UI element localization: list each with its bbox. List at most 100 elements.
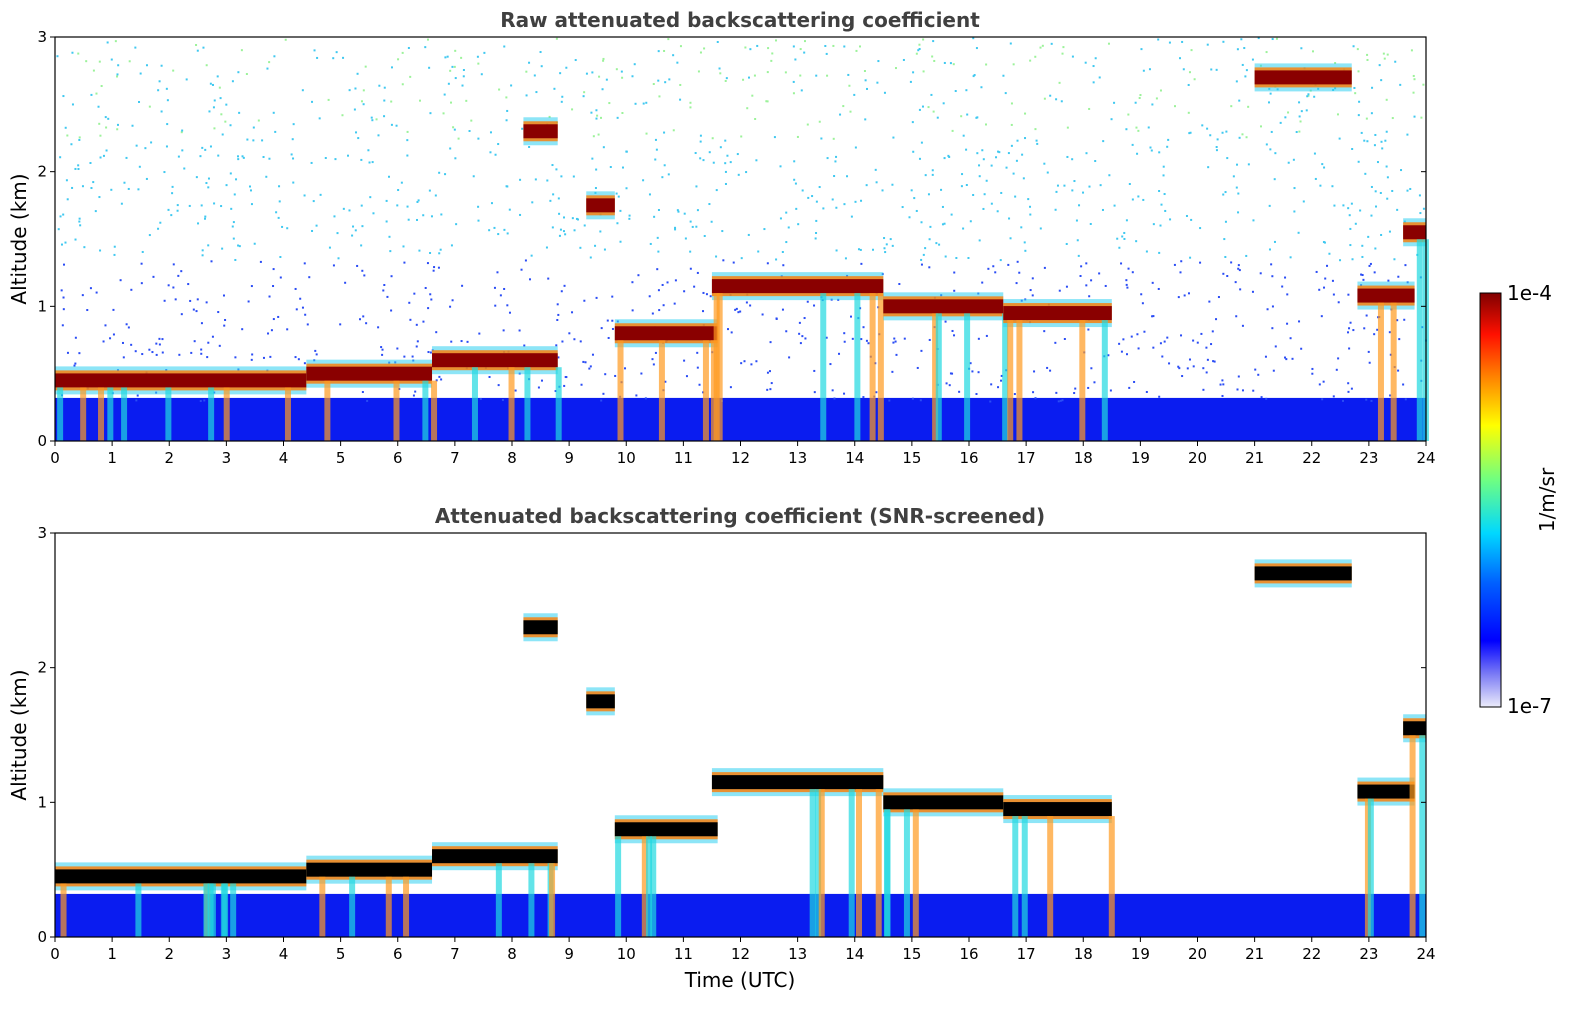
noise-pixel [508, 311, 511, 314]
noise-pixel [1168, 41, 1171, 44]
noise-pixel [1238, 99, 1241, 102]
noise-pixel [66, 198, 69, 201]
noise-pixel [829, 363, 832, 366]
noise-pixel [1187, 83, 1190, 86]
noise-pixel [505, 185, 508, 188]
noise-pixel [1348, 214, 1351, 217]
noise-pixel [1032, 391, 1035, 394]
noise-pixel [835, 155, 838, 158]
noise-pixel [189, 299, 192, 302]
noise-pixel [1151, 281, 1154, 284]
noise-pixel [1088, 185, 1091, 188]
noise-pixel [771, 52, 774, 55]
noise-pixel [267, 332, 270, 335]
noise-pixel [1235, 186, 1238, 189]
noise-pixel [259, 260, 262, 263]
noise-pixel [188, 204, 191, 207]
noise-pixel [648, 295, 651, 298]
noise-pixel [1104, 284, 1107, 287]
noise-pixel [438, 252, 441, 255]
noise-pixel [824, 44, 827, 47]
noise-pixel [64, 126, 67, 129]
noise-pixel [556, 303, 559, 306]
noise-pixel [657, 50, 660, 53]
fall-streak [650, 836, 657, 937]
noise-pixel [775, 317, 778, 320]
noise-pixel [292, 157, 295, 160]
noise-pixel [1013, 393, 1016, 396]
noise-pixel [104, 116, 107, 119]
noise-pixel [1386, 176, 1389, 179]
noise-pixel [200, 322, 203, 325]
noise-pixel [608, 102, 611, 105]
noise-pixel [1365, 117, 1368, 120]
noise-pixel [150, 141, 153, 144]
noise-pixel [1351, 147, 1354, 150]
noise-pixel [303, 262, 306, 265]
noise-pixel [62, 308, 65, 311]
noise-pixel [438, 375, 441, 378]
noise-pixel [1312, 50, 1315, 53]
noise-pixel [724, 182, 727, 185]
noise-pixel [657, 250, 660, 253]
noise-pixel [676, 61, 679, 64]
noise-pixel [372, 212, 375, 215]
noise-pixel [201, 249, 204, 252]
noise-pixel [190, 351, 193, 354]
noise-pixel [807, 196, 810, 199]
noise-pixel [127, 326, 130, 329]
fall-streak [1012, 816, 1019, 937]
noise-pixel [560, 290, 563, 293]
x-tick-label: 23 [1359, 945, 1378, 963]
noise-pixel [1265, 397, 1268, 400]
noise-pixel [236, 155, 239, 158]
noise-pixel [172, 286, 175, 289]
x-tick-label: 21 [1245, 945, 1264, 963]
noise-pixel [985, 123, 988, 126]
noise-pixel [1391, 189, 1394, 192]
noise-pixel [922, 38, 925, 41]
noise-pixel [737, 173, 740, 176]
noise-pixel [265, 175, 268, 178]
noise-pixel [185, 78, 188, 81]
noise-pixel [589, 365, 592, 368]
noise-pixel [1071, 55, 1074, 58]
noise-pixel [743, 360, 746, 363]
noise-pixel [148, 234, 151, 237]
noise-pixel [1152, 223, 1155, 226]
noise-pixel [1034, 397, 1037, 400]
noise-pixel [1188, 358, 1191, 361]
noise-pixel [1322, 380, 1325, 383]
noise-pixel [583, 299, 586, 302]
fall-streak [319, 876, 326, 937]
noise-pixel [611, 327, 614, 330]
noise-pixel [876, 81, 879, 84]
noise-pixel [1364, 172, 1367, 175]
noise-pixel [334, 158, 337, 161]
noise-pixel [426, 38, 429, 41]
noise-pixel [628, 217, 631, 220]
noise-pixel [1357, 70, 1360, 73]
noise-pixel [739, 310, 742, 313]
noise-pixel [229, 172, 232, 175]
noise-pixel [976, 116, 979, 119]
noise-pixel [815, 232, 818, 235]
noise-pixel [719, 146, 722, 149]
fall-streak [121, 387, 128, 441]
noise-pixel [1158, 190, 1161, 193]
noise-pixel [498, 88, 501, 91]
noise-pixel [250, 358, 253, 361]
noise-pixel [985, 334, 988, 337]
noise-pixel [1274, 152, 1277, 155]
background-noise [56, 37, 1427, 403]
noise-pixel [78, 138, 81, 141]
noise-pixel [1328, 252, 1331, 255]
noise-pixel [1090, 279, 1093, 282]
noise-pixel [1318, 288, 1321, 291]
noise-pixel [689, 101, 692, 104]
noise-pixel [1336, 113, 1339, 116]
noise-pixel [483, 51, 486, 54]
noise-pixel [1120, 262, 1123, 265]
noise-pixel [1323, 241, 1326, 244]
noise-pixel [924, 247, 927, 250]
